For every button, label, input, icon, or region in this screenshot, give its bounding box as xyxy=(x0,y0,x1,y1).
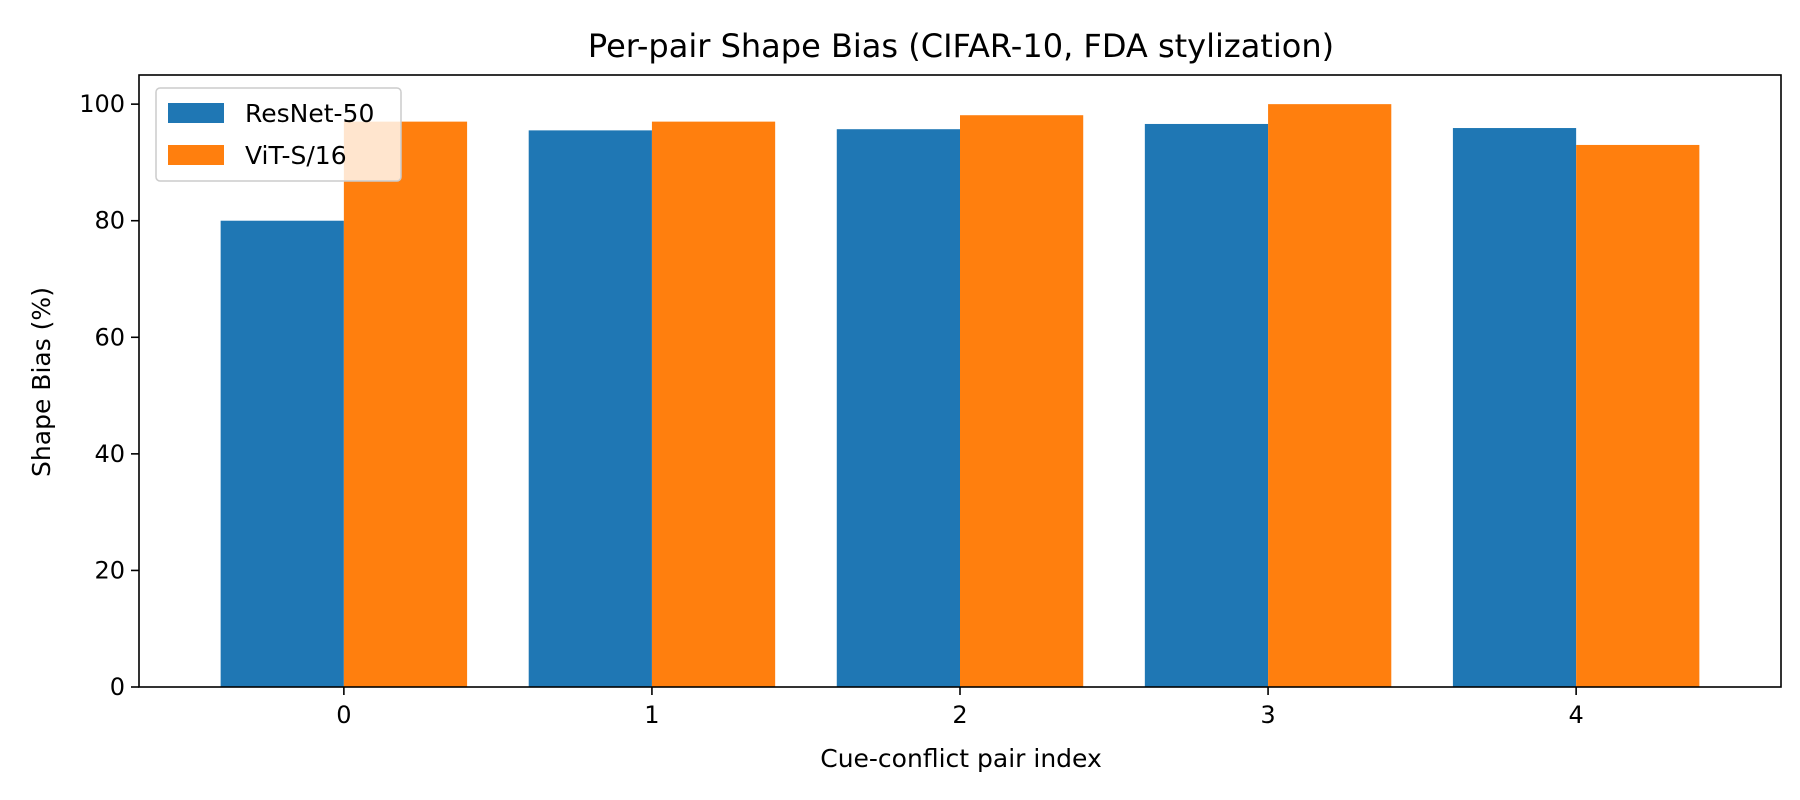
y-axis-label: Shape Bias (%) xyxy=(27,287,56,477)
x-tick-label-2: 2 xyxy=(952,701,967,729)
x-tick-label-1: 1 xyxy=(644,701,659,729)
legend-label-resnet: ResNet-50 xyxy=(245,99,374,128)
y-tick-label-80: 80 xyxy=(94,207,125,235)
x-tick-label-3: 3 xyxy=(1260,701,1275,729)
bar-resnet-1 xyxy=(528,130,652,687)
bar-vit-0 xyxy=(343,121,468,688)
chart-title: Per-pair Shape Bias (CIFAR-10, FDA styli… xyxy=(588,27,1334,65)
bar-vit-2 xyxy=(960,115,1084,687)
legend-label-vit: ViT-S/16 xyxy=(245,141,347,170)
bars-group xyxy=(220,104,1700,688)
x-axis-label: Cue-conflict pair index xyxy=(820,744,1102,773)
bar-vit-3 xyxy=(1268,104,1392,687)
y-tick-label-40: 40 xyxy=(94,440,125,468)
legend: ResNet-50 ViT-S/16 xyxy=(155,87,402,182)
bar-resnet-2 xyxy=(836,129,960,688)
y-tick-label-60: 60 xyxy=(94,323,125,351)
bar-vit-1 xyxy=(651,121,776,688)
bar-resnet-3 xyxy=(1144,123,1269,687)
bar-vit-4 xyxy=(1576,144,1700,687)
y-tick-label-20: 20 xyxy=(94,556,125,584)
legend-swatch-vit xyxy=(168,145,224,165)
ticks-group: 0 20 40 60 80 100 0 1 2 3 4 xyxy=(79,90,1584,729)
y-tick-label-100: 100 xyxy=(79,90,125,118)
bar-resnet-0 xyxy=(220,220,344,687)
y-tick-label-0: 0 xyxy=(110,673,125,701)
bar-resnet-4 xyxy=(1452,128,1577,688)
x-tick-label-4: 4 xyxy=(1568,701,1583,729)
legend-swatch-resnet xyxy=(168,103,224,123)
x-tick-label-0: 0 xyxy=(336,701,351,729)
